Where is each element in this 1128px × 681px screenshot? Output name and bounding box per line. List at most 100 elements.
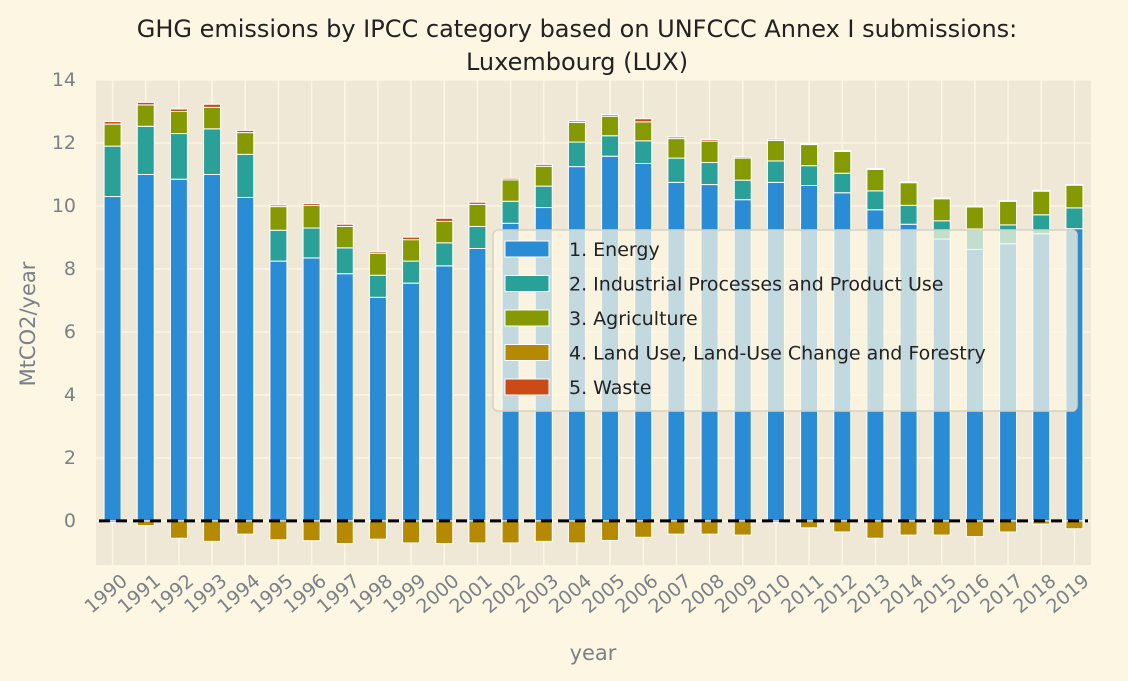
legend-swatch-5 (504, 378, 550, 396)
x-axis-label: year (570, 641, 617, 665)
bar-2005-series-4 (601, 520, 620, 541)
bar-2010-series-3 (766, 139, 785, 162)
y-axis-label: MtCO2/year (16, 261, 40, 386)
bar-2004-series-2 (567, 141, 586, 168)
bar-2000-series-1 (435, 265, 454, 522)
legend-swatch-2 (504, 275, 550, 292)
bar-2000-series-4 (435, 520, 454, 545)
bar-1997-series-1 (335, 273, 354, 522)
bar-2011-series-5 (800, 143, 819, 146)
bar-2009-series-4 (733, 520, 752, 536)
bar-1994-series-4 (236, 520, 255, 535)
bar-1992-series-5 (169, 108, 188, 112)
bar-2004-series-5 (567, 120, 586, 124)
bar-1998-series-1 (368, 296, 387, 522)
bar-1992-series-3 (169, 110, 188, 135)
legend-label-3: 3. Agriculture (569, 308, 698, 330)
y-tick-label: 2 (64, 447, 76, 469)
bar-2010-series-2 (766, 160, 785, 183)
bar-2012-series-2 (833, 172, 852, 194)
y-tick-label: 10 (52, 195, 76, 217)
bar-1995-series-4 (269, 520, 288, 541)
y-tick-label: 14 (52, 69, 76, 91)
bar-2008-series-4 (700, 520, 719, 535)
bar-2002-series-2 (501, 200, 520, 224)
bar-2016-series-5 (965, 205, 984, 208)
bar-1997-series-2 (335, 247, 354, 275)
bar-2018-series-3 (1032, 190, 1051, 216)
bar-2012-series-4 (833, 520, 852, 533)
bar-1993-series-1 (203, 173, 222, 522)
bar-2006-series-4 (634, 520, 653, 538)
bar-2004-series-3 (567, 122, 586, 143)
bar-2009-series-5 (733, 156, 752, 159)
bar-2002-series-3 (501, 179, 520, 202)
bar-1996-series-5 (302, 202, 321, 206)
legend-label-1: 1. Energy (569, 239, 660, 261)
bar-2007-series-4 (667, 520, 686, 535)
bar-2019-series-2 (1065, 207, 1084, 230)
bar-1993-series-3 (203, 106, 222, 130)
bar-1991-series-5 (136, 101, 155, 106)
bar-2001-series-4 (468, 520, 487, 544)
bar-2000-series-2 (435, 242, 454, 267)
legend-label-5: 5. Waste (569, 377, 651, 399)
legend-swatch-1 (504, 240, 550, 258)
bar-1999-series-5 (402, 236, 421, 241)
bar-1991-series-2 (136, 125, 155, 175)
bar-2016-series-3 (965, 206, 984, 230)
bar-2014-series-5 (899, 181, 918, 184)
bar-2003-series-5 (534, 163, 553, 167)
bar-2008-series-5 (700, 139, 719, 142)
bar-2016-series-4 (965, 520, 984, 538)
chart-title-line-2: Luxembourg (LUX) (466, 48, 688, 76)
bar-2007-series-2 (667, 157, 686, 183)
bar-1996-series-2 (302, 227, 321, 259)
bar-2013-series-3 (866, 168, 885, 192)
bar-2007-series-5 (667, 136, 686, 140)
bar-2013-series-4 (866, 520, 885, 539)
bar-2015-series-5 (932, 197, 951, 200)
bar-1995-series-2 (269, 229, 288, 262)
bar-1992-series-4 (169, 520, 188, 539)
bar-2010-series-5 (766, 138, 785, 141)
legend-box (492, 229, 1078, 412)
bar-2008-series-2 (700, 162, 719, 186)
bar-2005-series-2 (601, 135, 620, 157)
bar-1996-series-1 (302, 257, 321, 522)
bar-2009-series-3 (733, 157, 752, 181)
y-axis-ticks: 0 2 4 6 8 10 12 14 (52, 69, 76, 532)
bar-2008-series-3 (700, 140, 719, 164)
bar-1993-series-5 (203, 103, 222, 108)
bar-2017-series-3 (999, 200, 1018, 226)
bars (99, 101, 1088, 545)
bar-1997-series-5 (335, 223, 354, 227)
bar-2001-series-3 (468, 203, 487, 227)
bar-1998-series-3 (368, 252, 387, 276)
bar-1996-series-3 (302, 204, 321, 229)
y-tick-label: 8 (64, 258, 76, 280)
bar-1994-series-1 (236, 196, 255, 522)
bar-1995-series-3 (269, 206, 288, 231)
bar-1998-series-2 (368, 274, 387, 298)
bar-2000-series-3 (435, 220, 454, 244)
bar-2007-series-3 (667, 138, 686, 159)
bar-2019-series-3 (1065, 184, 1084, 209)
legend-label-4: 4. Land Use, Land-Use Change and Forestr… (569, 343, 986, 365)
bar-1994-series-2 (236, 153, 255, 198)
bar-2001-series-1 (468, 247, 487, 522)
bar-2011-series-2 (800, 165, 819, 187)
legend-swatch-4 (504, 344, 550, 361)
bar-2011-series-4 (800, 520, 819, 529)
bar-1995-series-5 (269, 204, 288, 208)
bar-1990-series-1 (103, 196, 122, 522)
legend-swatch-3 (504, 309, 550, 327)
y-tick-label: 4 (64, 384, 76, 406)
y-tick-label: 6 (64, 321, 76, 343)
bar-2000-series-5 (435, 217, 454, 222)
bar-2001-series-5 (468, 201, 487, 205)
bar-1990-series-3 (103, 123, 122, 147)
bar-1999-series-2 (402, 260, 421, 284)
bar-2012-series-5 (833, 150, 852, 152)
